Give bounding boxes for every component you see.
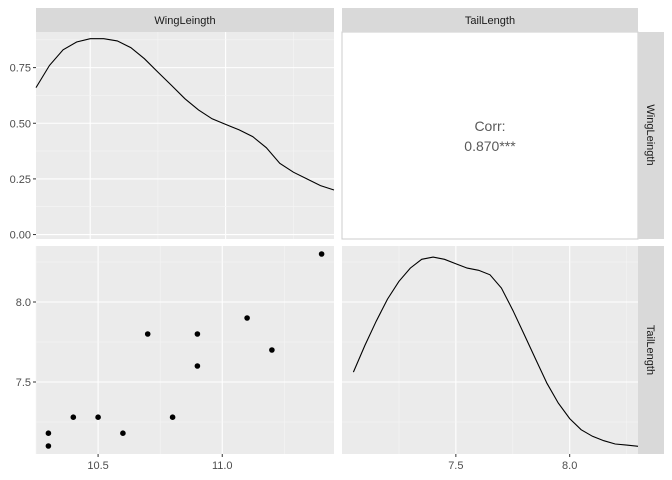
scatter-point <box>120 430 126 437</box>
wing-density-yticklabel: 0.25 <box>10 174 31 186</box>
tail-density-line <box>352 256 639 447</box>
panel-tail-density-bg <box>342 246 638 454</box>
scatter-point <box>70 414 77 421</box>
scatter-yticklabel: 8.0 <box>16 297 31 309</box>
wing-density-line <box>35 38 335 191</box>
scatter-point <box>45 430 52 437</box>
wing-density-yticklabel: 0.00 <box>10 230 31 242</box>
strip-right-bottom-label: TailLength <box>644 325 656 375</box>
mark-layer <box>35 38 639 449</box>
strip-right-bottom <box>638 246 664 454</box>
scatter-point <box>194 363 201 369</box>
axis-layer: 0.00 0.25 0.50 0.75 7.5 8.0 10.5 11.0 7.5 8.0 <box>10 63 578 472</box>
panel-corr-bg <box>341 31 639 240</box>
panel-wing-density-bg <box>36 32 334 239</box>
strip-right-top <box>638 32 664 239</box>
scatter-point <box>244 315 250 321</box>
scatter-point <box>318 251 325 257</box>
wing-density-yticklabel: 0.75 <box>10 63 31 75</box>
wing-density-yticklabel: 0.50 <box>10 118 31 130</box>
scatter-point <box>144 331 151 337</box>
strip-top-left-label: WingLeingth <box>154 15 215 27</box>
scatter-xticklabel: 10.5 <box>87 460 108 472</box>
scatter-yticklabel: 7.5 <box>16 377 31 389</box>
panel-scatter-bg <box>36 246 334 454</box>
scatter-point <box>169 414 176 421</box>
scatter-point <box>95 414 101 421</box>
corr-label: Corr: <box>474 118 505 134</box>
tail-density-xticklabel: 7.5 <box>448 460 463 472</box>
tail-density-xticklabel: 8.0 <box>562 460 577 472</box>
strip-top-left <box>36 8 334 32</box>
strip-right-top-label: WingLeingth <box>644 104 656 165</box>
scatter-point <box>269 347 275 353</box>
corr-value: 0.870*** <box>464 138 516 154</box>
scatter-point <box>194 331 201 337</box>
strip-top-right-label: TailLength <box>465 15 515 27</box>
strip-top-right <box>342 8 638 32</box>
scatter-point <box>45 443 52 449</box>
scatter-xticklabel: 11.0 <box>212 460 233 472</box>
